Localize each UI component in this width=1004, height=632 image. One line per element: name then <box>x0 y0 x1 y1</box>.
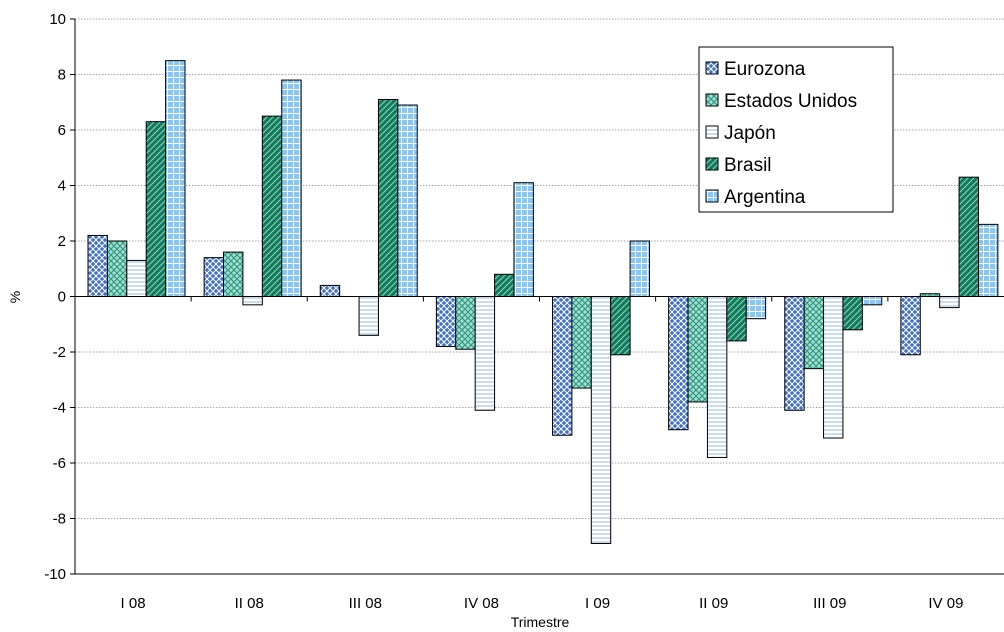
bar-brasil <box>145 121 167 297</box>
y-tick-label: 2 <box>58 233 66 250</box>
bar-japón <box>358 296 379 336</box>
bar-estados-unidos <box>571 296 592 389</box>
bar-japón <box>939 296 960 309</box>
y-tick-label: -4 <box>53 400 66 417</box>
y-tick-label: -10 <box>44 566 66 583</box>
x-tick-label: II 09 <box>699 595 728 612</box>
y-tick-label: 4 <box>58 178 66 195</box>
bar-eurozona <box>552 296 573 436</box>
bar-japón <box>706 296 728 458</box>
bar-brasil <box>610 296 631 356</box>
bar-argentina <box>281 79 302 297</box>
bar-eurozona <box>900 296 921 356</box>
bar-brasil <box>726 296 747 342</box>
legend-box <box>698 46 894 213</box>
y-tick-label: -2 <box>53 344 66 361</box>
bar-argentina <box>513 182 534 298</box>
bar-argentina <box>165 60 186 297</box>
x-tick-label: III 09 <box>813 595 846 612</box>
legend-label: Eurozona <box>724 59 806 80</box>
bar-japón <box>126 259 147 297</box>
x-tick-label: I 09 <box>585 595 610 612</box>
legend: Eurozona Estados Unidos Japón Brasil Argenti… <box>698 46 894 213</box>
bar-eurozona <box>87 234 108 297</box>
bar-estados-unidos <box>687 296 708 403</box>
bar-argentina <box>629 240 650 297</box>
bar-argentina <box>745 296 767 320</box>
bar-brasil <box>958 176 979 297</box>
bar-eurozona <box>435 296 457 347</box>
bar-eurozona <box>319 284 341 297</box>
bar-estados-unidos <box>223 251 244 298</box>
bar-brasil <box>494 273 515 297</box>
axes <box>70 18 1004 575</box>
legend-swatch <box>705 93 719 107</box>
bar-japón <box>474 296 496 411</box>
bar-eurozona <box>784 296 805 411</box>
legend-swatch <box>705 125 719 139</box>
bar-estados-unidos <box>455 296 476 350</box>
bars <box>87 60 999 544</box>
tick-labels: -10 -8 -6 -4 -2 0 2 4 6 8 10 I 08 II 08 III 08 IV 08 I … <box>44 11 963 612</box>
legend-label: Brasil <box>724 155 772 176</box>
bar-eurozona <box>668 296 689 431</box>
bar-argentina <box>977 223 999 298</box>
bar-argentina <box>397 104 418 298</box>
y-tick-label: 8 <box>58 67 66 84</box>
y-tick-label: 0 <box>58 289 66 306</box>
x-tick-label: II 08 <box>235 595 264 612</box>
bar-eurozona <box>203 257 225 297</box>
legend-label: Argentina <box>724 187 806 208</box>
legend-swatch <box>705 157 719 171</box>
y-tick-label: -6 <box>53 455 66 472</box>
x-tick-label: IV 09 <box>928 595 963 612</box>
bar-brasil <box>261 115 283 297</box>
bar-argentina <box>861 296 883 306</box>
bar-estados-unidos <box>803 296 825 370</box>
y-tick-label: 10 <box>49 11 66 28</box>
x-tick-label: III 08 <box>349 595 382 612</box>
bar-brasil <box>377 98 399 297</box>
legend-swatch <box>705 61 719 75</box>
x-tick-label: IV 08 <box>464 595 499 612</box>
bar-japón <box>823 296 844 439</box>
y-tick-label: -8 <box>53 511 66 528</box>
x-tick-label: I 08 <box>121 595 146 612</box>
y-axis-title: % <box>7 291 23 303</box>
legend-label: Japón <box>724 123 776 144</box>
y-tick-label: 6 <box>58 122 66 139</box>
bar-brasil <box>842 296 863 331</box>
bar-japón <box>590 296 612 544</box>
legend-swatch <box>705 189 719 203</box>
bar-estados-unidos <box>106 240 128 297</box>
x-axis-title: Trimestre <box>511 614 570 630</box>
legend-label: Estados Unidos <box>724 91 857 112</box>
bar-japón <box>242 296 263 306</box>
